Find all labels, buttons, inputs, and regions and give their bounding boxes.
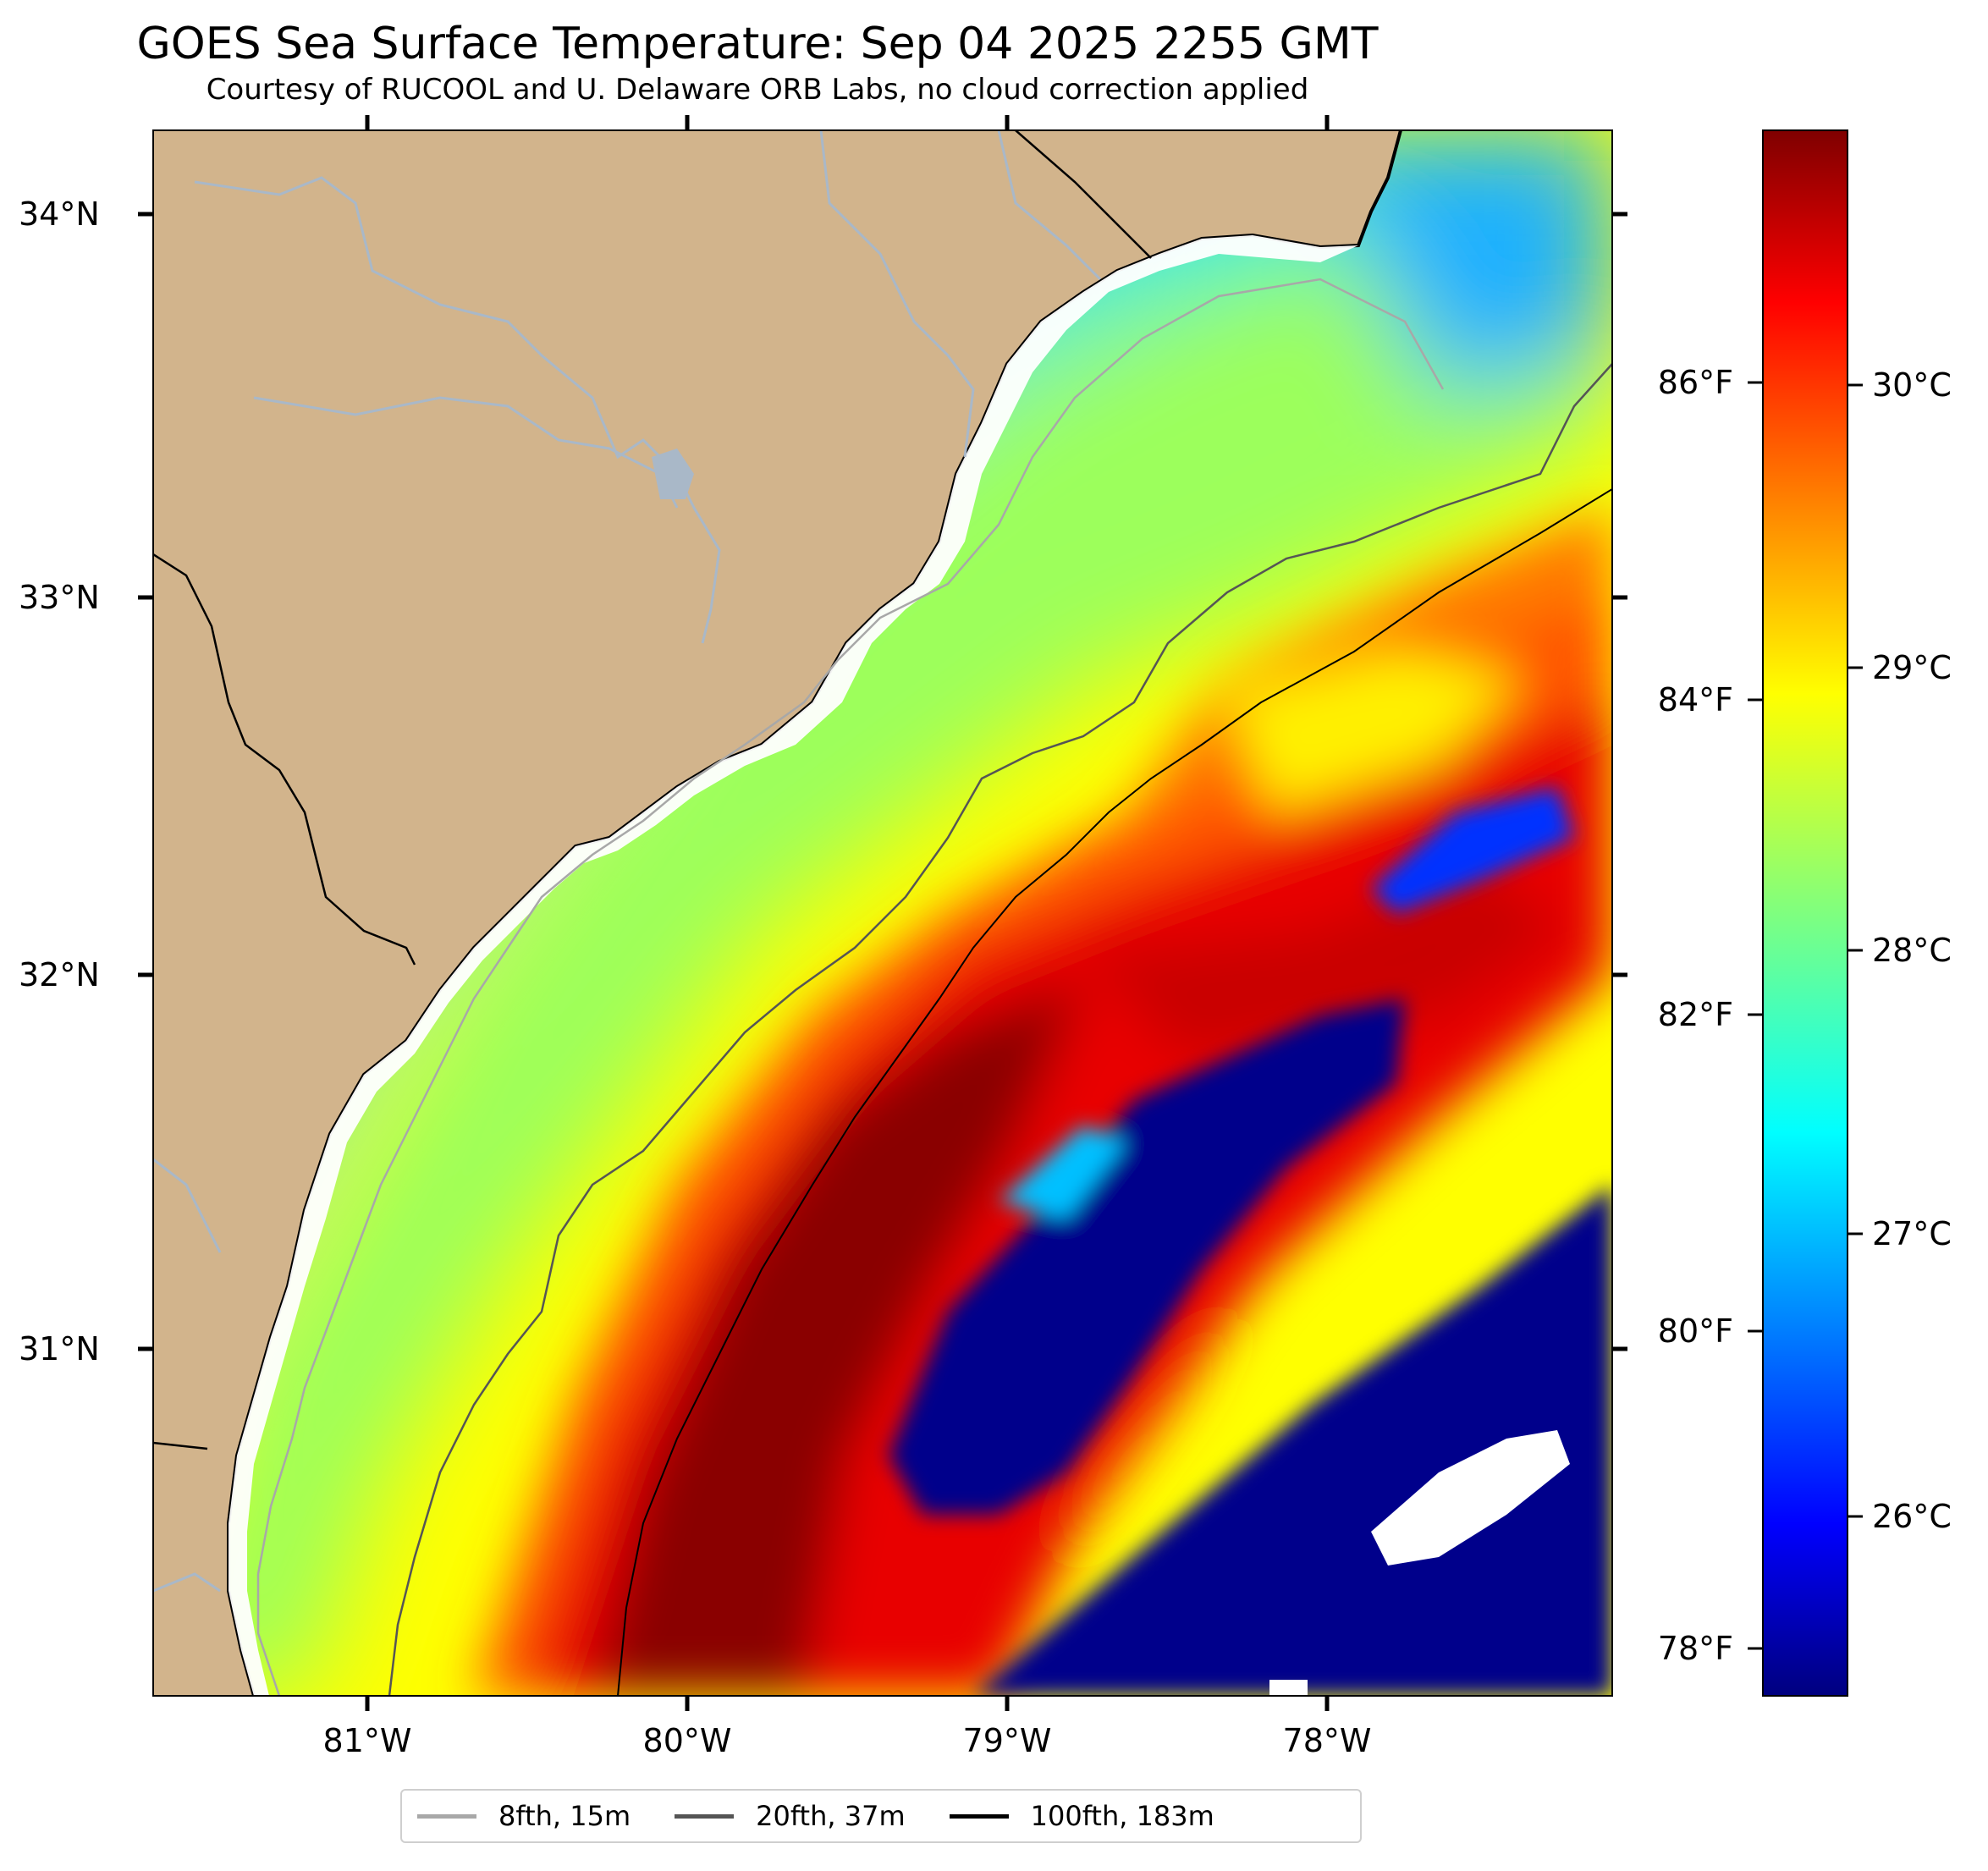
colorbar-c-label: 28°C (1872, 932, 1952, 969)
colorbar-f-label: 78°F (1658, 1630, 1733, 1667)
isobath-20fth (388, 363, 1612, 1696)
lat-label: 31°N (19, 1330, 100, 1367)
lon-label: 81°W (323, 1722, 412, 1759)
legend-line-20fth (675, 1813, 735, 1819)
map-subtitle: Courtesy of RUCOOL and U. Delaware ORB L… (206, 73, 1309, 107)
land-mass (153, 130, 1401, 1696)
lat-label: 34°N (19, 195, 100, 233)
map-panel (153, 130, 1612, 1696)
isobath-legend: 8fth, 15m 20fth, 37m 100fth, 183m (400, 1789, 1362, 1843)
legend-line-100fth (949, 1813, 1009, 1819)
legend-label: 8fth, 15m (498, 1800, 631, 1832)
lon-label: 80°W (643, 1722, 732, 1759)
colorbar-f-label: 84°F (1658, 681, 1733, 718)
colorbar-c-label: 26°C (1872, 1498, 1952, 1535)
map-ticks (138, 115, 1627, 1711)
lat-label: 32°N (19, 956, 100, 993)
colorbar-c-label: 30°C (1872, 366, 1952, 404)
legend-label: 100fth, 183m (1030, 1800, 1214, 1832)
lon-label: 78°W (1283, 1722, 1372, 1759)
rivers (153, 130, 1102, 1593)
state-borders (153, 130, 1152, 1450)
colorbar-c-label: 27°C (1872, 1215, 1952, 1252)
colorbar-ticks (1748, 381, 1863, 1650)
lake (652, 448, 694, 499)
legend-item: 8fth, 15m (417, 1800, 631, 1832)
cloud-gap (1371, 1430, 1570, 1566)
colorbar-c-label: 29°C (1872, 649, 1952, 686)
isobath-8fth (256, 278, 1445, 1696)
cold-water (889, 787, 1612, 1696)
colorbar-f-label: 86°F (1658, 364, 1733, 401)
lat-label: 33°N (19, 579, 100, 616)
colorbar-f-label: 82°F (1658, 996, 1733, 1033)
lon-label: 79°W (963, 1722, 1052, 1759)
map-frame (152, 129, 1613, 1697)
legend-label: 20fth, 37m (756, 1800, 906, 1832)
map-title: GOES Sea Surface Temperature: Sep 04 202… (136, 19, 1379, 69)
colorbar-f-label: 80°F (1658, 1312, 1733, 1350)
legend-item: 20fth, 37m (675, 1800, 906, 1832)
legend-item: 100fth, 183m (949, 1800, 1214, 1832)
isobath-100fth (617, 488, 1612, 1696)
isobaths (256, 278, 1612, 1696)
legend-line-8fth (417, 1813, 476, 1819)
colorbar (1762, 129, 1848, 1697)
